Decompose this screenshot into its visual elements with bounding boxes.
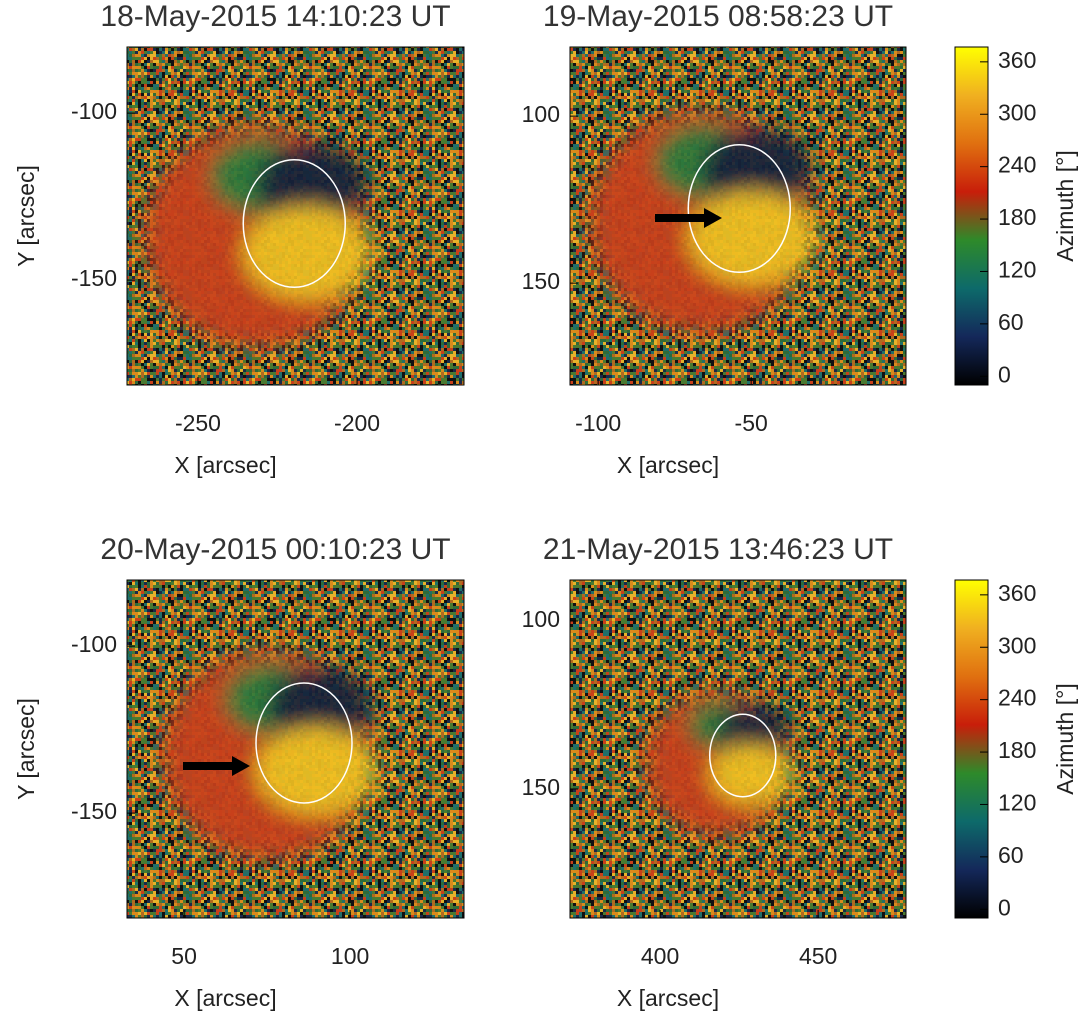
panel-title: 19-May-2015 08:58:23 UT <box>543 0 893 33</box>
colorbar-tick-label: 120 <box>998 790 1036 816</box>
sunspot <box>646 692 793 836</box>
colorbar-tick-label: 300 <box>998 99 1036 125</box>
arrow-head <box>704 208 722 228</box>
x-axis-label: X [arcsec] <box>174 452 276 478</box>
y-tick-label: -100 <box>71 98 117 124</box>
map-image <box>570 47 906 385</box>
panel-title: 20-May-2015 00:10:23 UT <box>100 533 450 566</box>
colorbar-tick-label: 240 <box>998 685 1036 711</box>
colorbar-label: Azimuth [°] <box>1052 683 1078 794</box>
x-tick-label: 100 <box>331 943 369 969</box>
x-axis-label: X [arcsec] <box>617 985 719 1011</box>
map-image <box>127 47 464 385</box>
plot-frame <box>126 579 465 919</box>
contour <box>687 144 791 273</box>
region-navy <box>701 127 812 213</box>
region-yellow <box>243 206 371 300</box>
region-navy <box>256 142 367 228</box>
arrow-head <box>232 756 250 776</box>
colorbar-label: Azimuth [°] <box>1052 150 1078 261</box>
contour <box>255 682 353 804</box>
colorbar-tick-label: 0 <box>998 361 1011 387</box>
region-yellow <box>688 191 816 285</box>
colorbar-tick-label: 180 <box>998 204 1036 230</box>
region-yellow <box>256 727 376 815</box>
colorbar-tick-label: 360 <box>998 580 1036 606</box>
colorbar-tick-label: 60 <box>998 842 1024 868</box>
y-tick-label: -150 <box>71 798 117 824</box>
plot-frame <box>569 579 907 919</box>
y-tick-label: 100 <box>522 101 560 127</box>
colorbar-tick-label: 180 <box>998 737 1036 763</box>
plot-frame <box>126 46 465 386</box>
region-navy <box>268 667 372 747</box>
colorbar-tick-label: 0 <box>998 894 1011 920</box>
x-tick-label: 50 <box>171 943 197 969</box>
colorbar-tick-label: 300 <box>998 632 1036 658</box>
x-tick-label: -250 <box>175 410 221 436</box>
colorbar <box>954 46 989 386</box>
map-image <box>127 580 464 918</box>
sunspot <box>164 651 376 859</box>
y-axis-label: Y [arcsec] <box>13 165 39 267</box>
panel-title: 21-May-2015 13:46:23 UT <box>543 533 893 566</box>
colorbar-tick-label: 60 <box>998 309 1024 335</box>
contour <box>242 159 346 288</box>
x-axis-label: X [arcsec] <box>617 452 719 478</box>
y-tick-label: -150 <box>71 265 117 291</box>
x-tick-label: 400 <box>641 943 679 969</box>
colorbar-tick-label: 240 <box>998 152 1036 178</box>
colorbar-tick-label: 120 <box>998 257 1036 283</box>
map-image <box>570 580 906 918</box>
x-tick-label: -100 <box>575 410 621 436</box>
y-tick-label: 100 <box>522 606 560 632</box>
y-tick-label: -100 <box>71 631 117 657</box>
y-tick-label: 150 <box>522 268 560 294</box>
contour <box>709 713 777 798</box>
region-yellow <box>709 744 793 805</box>
x-axis-label: X [arcsec] <box>174 985 276 1011</box>
x-tick-label: -50 <box>735 410 768 436</box>
region-navy <box>718 703 790 759</box>
x-tick-label: 450 <box>799 943 837 969</box>
colorbar <box>954 579 989 919</box>
x-tick-label: -200 <box>334 410 380 436</box>
sunspot <box>145 125 371 347</box>
y-tick-label: 150 <box>522 774 560 800</box>
plot-frame <box>569 46 907 386</box>
panel-title: 18-May-2015 14:10:23 UT <box>100 0 450 33</box>
y-axis-label: Y [arcsec] <box>13 698 39 800</box>
colorbar-tick-label: 360 <box>998 47 1036 73</box>
